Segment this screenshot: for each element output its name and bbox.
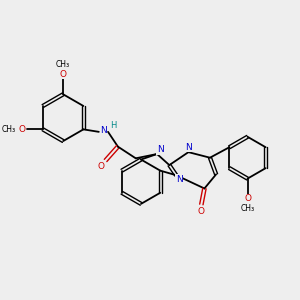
- Text: N: N: [157, 146, 164, 154]
- Text: N: N: [176, 175, 183, 184]
- Text: N: N: [185, 143, 192, 152]
- Text: N: N: [100, 126, 107, 135]
- Text: O: O: [198, 207, 205, 216]
- Text: O: O: [244, 194, 251, 203]
- Text: O: O: [98, 162, 105, 171]
- Text: H: H: [110, 121, 117, 130]
- Text: CH₃: CH₃: [241, 204, 255, 213]
- Text: O: O: [60, 70, 67, 79]
- Text: O: O: [19, 125, 26, 134]
- Text: CH₃: CH₃: [2, 125, 16, 134]
- Text: CH₃: CH₃: [56, 60, 70, 69]
